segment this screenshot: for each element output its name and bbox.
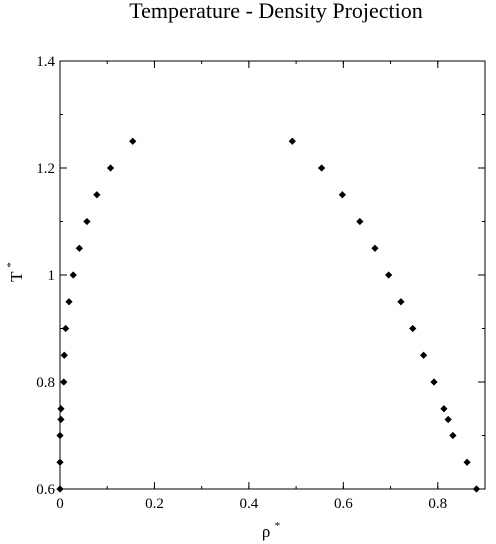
- data-point: [371, 244, 379, 252]
- data-points: [56, 137, 481, 493]
- y-axis-label-symbol: T: [7, 271, 26, 282]
- data-point: [56, 485, 64, 493]
- data-point: [385, 271, 393, 279]
- data-point: [57, 405, 65, 413]
- x-tick-label: 0.4: [240, 496, 259, 512]
- y-tick-label: 0.6: [36, 482, 55, 498]
- data-point: [409, 324, 417, 333]
- chart-title: Temperature - Density Projection: [129, 0, 423, 23]
- data-point: [288, 137, 296, 145]
- data-point: [129, 137, 137, 145]
- data-point: [397, 298, 405, 306]
- data-point: [463, 458, 471, 466]
- x-axis-label: ρ *: [262, 520, 280, 541]
- data-point: [419, 351, 428, 359]
- x-tick-label: 0.6: [334, 496, 353, 512]
- x-axis-label-symbol: ρ: [262, 522, 270, 541]
- x-tick-labels: 0 0.2 0.4 0.6 0.8: [56, 496, 447, 512]
- x-tick-label: 0.2: [145, 496, 164, 512]
- y-axis: [60, 60, 485, 490]
- data-point: [69, 271, 77, 279]
- plot-frame: [59, 60, 486, 490]
- data-point: [93, 191, 101, 199]
- data-point: [65, 298, 73, 306]
- data-point: [60, 378, 68, 386]
- x-axis-label-superscript: *: [275, 520, 281, 532]
- data-point: [449, 431, 457, 440]
- x-tick-label: 0.8: [428, 496, 447, 512]
- y-tick-label: 1.4: [36, 54, 55, 70]
- x-axis: [59, 61, 486, 489]
- data-point: [56, 431, 64, 440]
- data-point: [472, 485, 481, 493]
- y-axis-label-superscript: *: [5, 262, 17, 268]
- data-point: [56, 458, 64, 466]
- data-point: [83, 217, 91, 226]
- data-point: [338, 191, 347, 199]
- data-point: [440, 405, 448, 413]
- data-point: [106, 164, 115, 172]
- data-point: [62, 324, 70, 333]
- data-point: [317, 164, 326, 172]
- y-tick-labels: 0.6 0.8 1 1.2 1.4: [36, 54, 55, 498]
- data-point: [356, 217, 364, 226]
- x-tick-label: 0: [56, 496, 64, 512]
- data-point: [444, 415, 452, 424]
- data-point: [57, 415, 65, 424]
- data-point: [430, 378, 438, 386]
- y-axis-label: T *: [5, 262, 26, 282]
- data-point: [75, 244, 83, 252]
- y-tick-label: 0.8: [36, 375, 55, 391]
- y-tick-label: 1: [48, 268, 56, 284]
- data-point: [60, 351, 68, 359]
- y-tick-label: 1.2: [36, 161, 55, 177]
